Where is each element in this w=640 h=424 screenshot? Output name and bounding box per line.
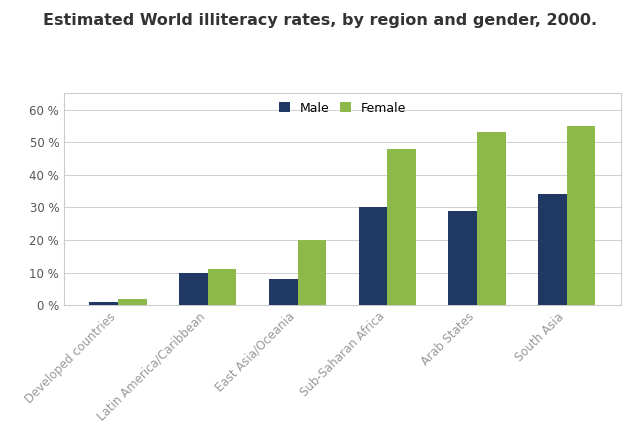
Bar — [538, 194, 567, 305]
Bar — [118, 299, 147, 305]
Text: Estimated World illiteracy rates, by region and gender, 2000.: Estimated World illiteracy rates, by reg… — [43, 13, 597, 28]
Bar — [208, 269, 237, 305]
Bar — [387, 149, 416, 305]
Bar — [90, 302, 118, 305]
Bar — [179, 273, 208, 305]
Bar — [358, 207, 387, 305]
Bar — [298, 240, 326, 305]
Bar — [567, 126, 595, 305]
Bar — [269, 279, 298, 305]
Bar — [448, 211, 477, 305]
Bar — [477, 132, 506, 305]
Legend: Male, Female: Male, Female — [273, 95, 412, 121]
